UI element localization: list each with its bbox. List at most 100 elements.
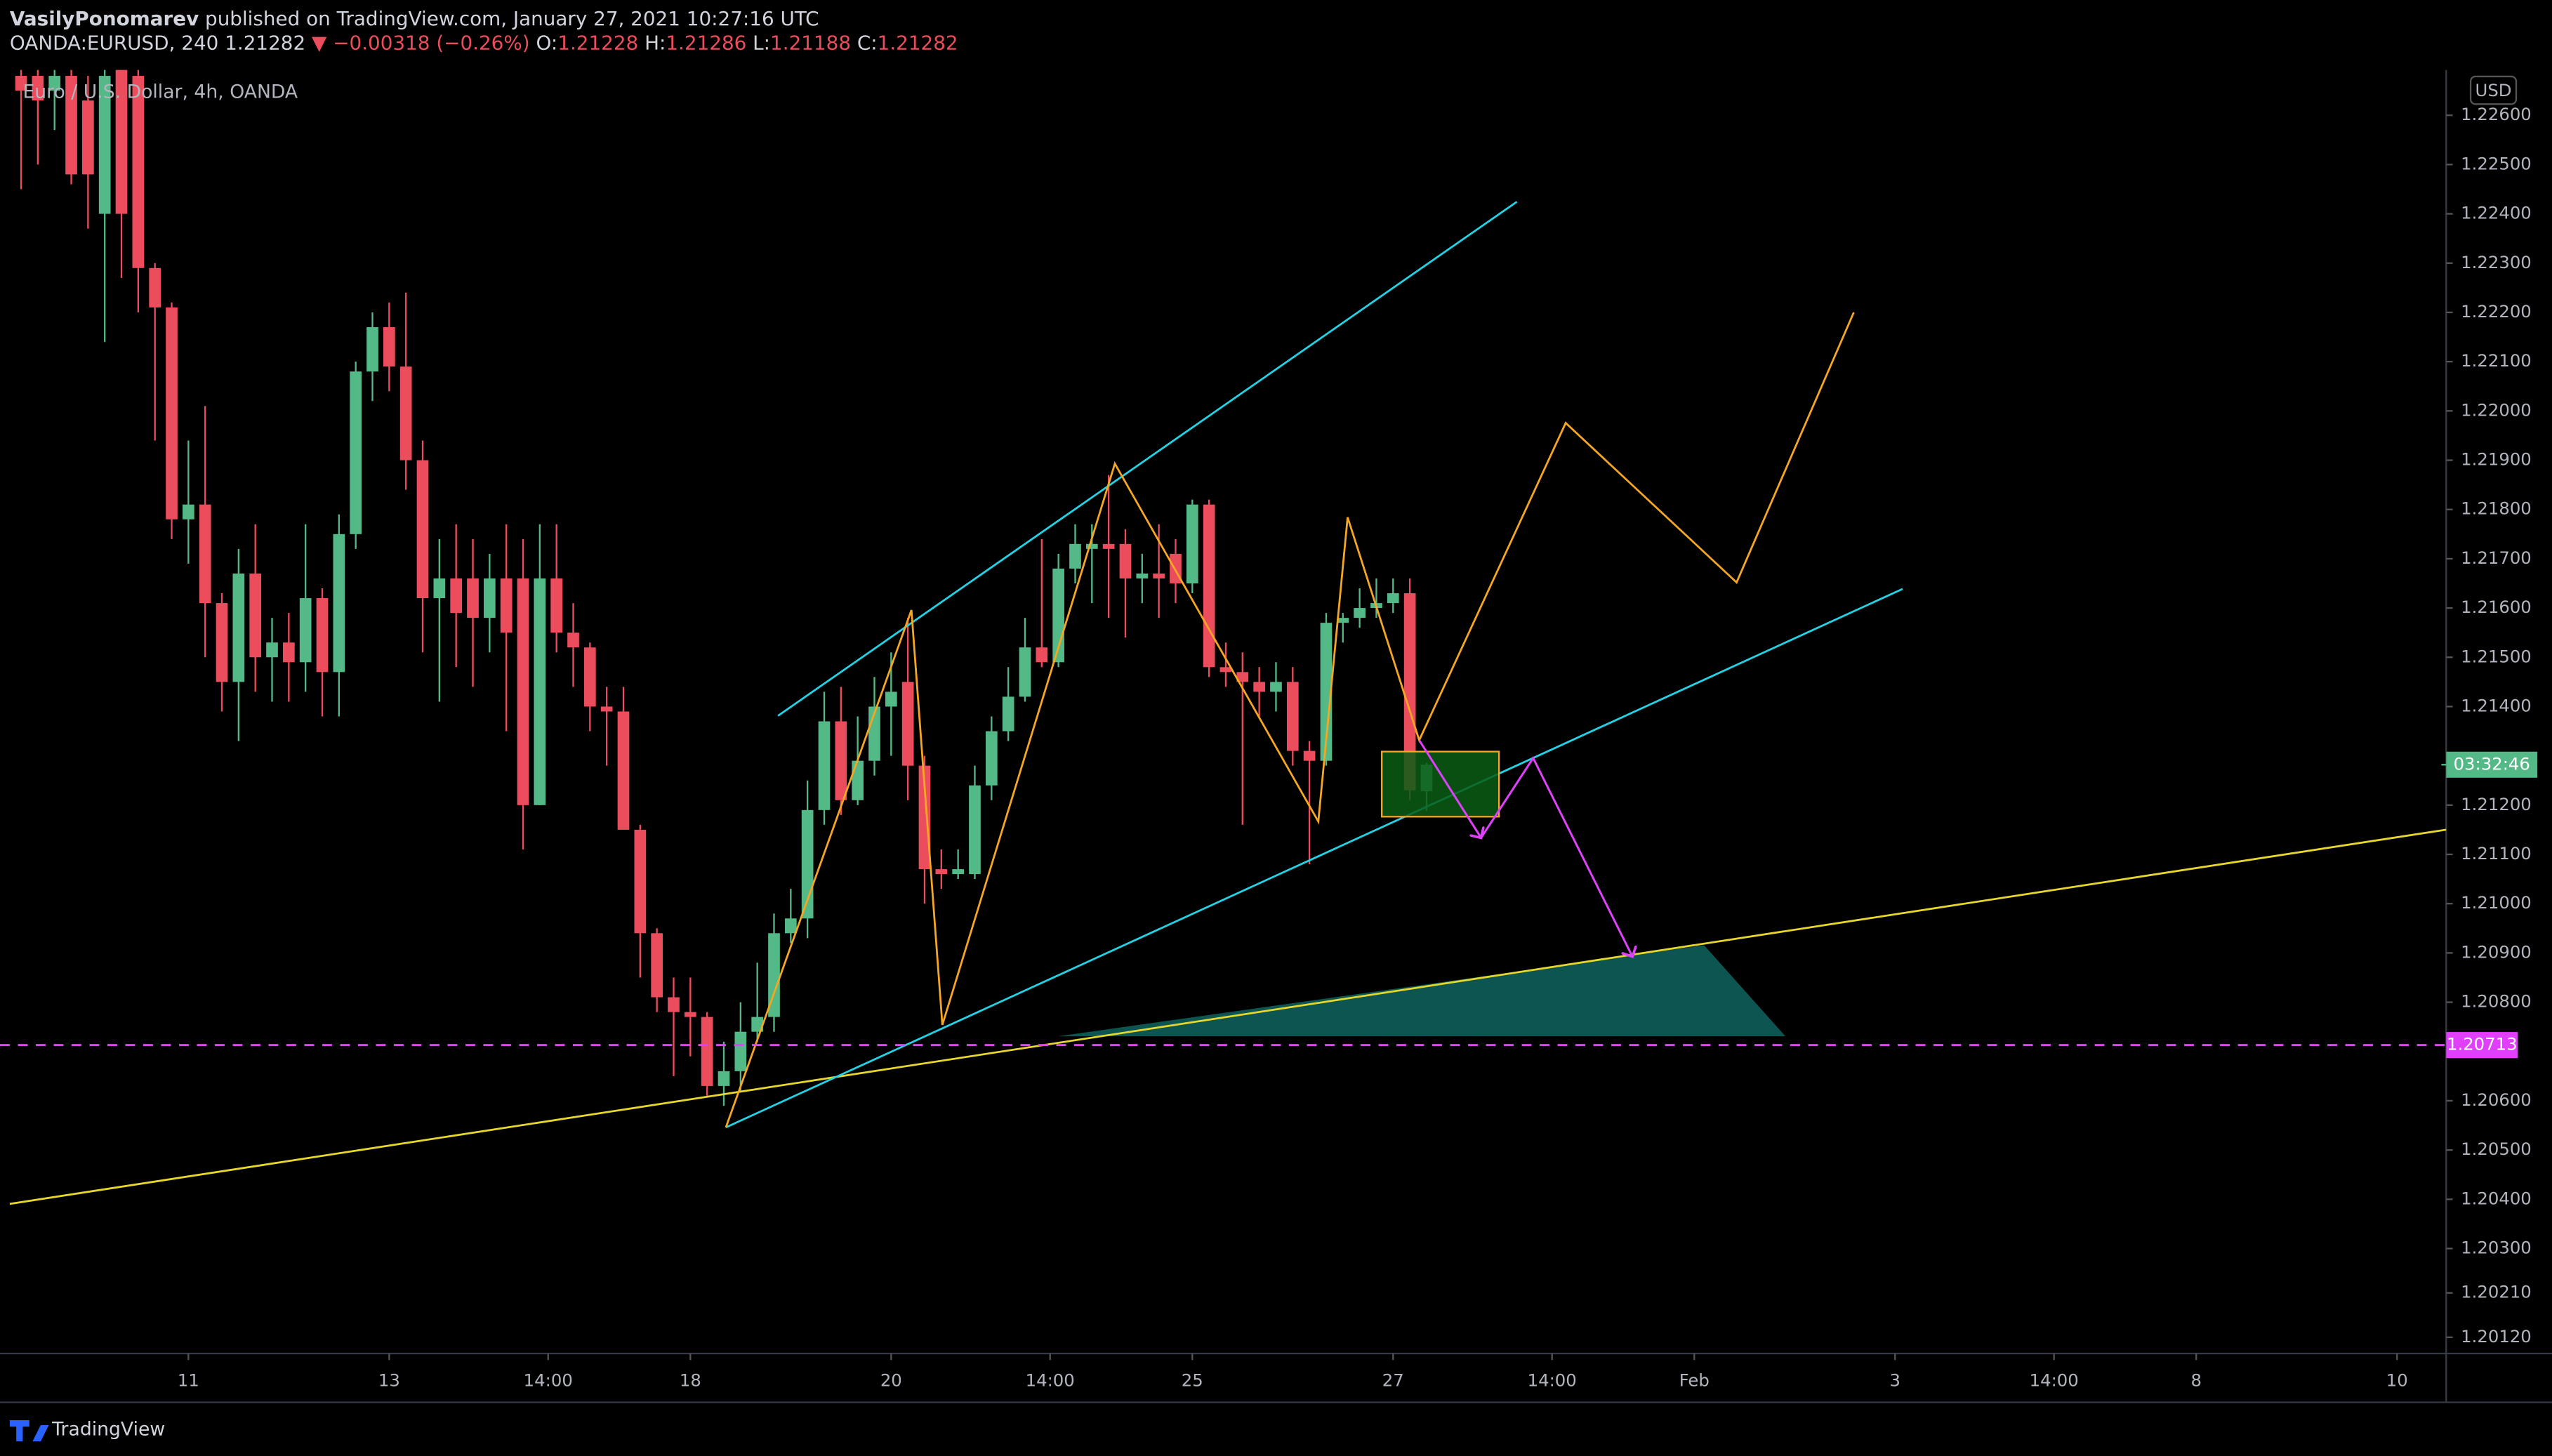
y-tick-label: 1.21700 (2461, 548, 2532, 568)
candle-body (1002, 696, 1014, 732)
candle-body (1102, 543, 1115, 549)
level-label: 1.20713 (2447, 1034, 2518, 1054)
ohlc-label: O: (536, 32, 557, 55)
candle-body (617, 711, 630, 830)
candle-body (1403, 593, 1416, 790)
y-tick-label: 1.20800 (2461, 991, 2532, 1012)
candle-body (751, 1017, 764, 1032)
candle-body (701, 1017, 713, 1086)
entry-box (1381, 750, 1500, 818)
candle-body (718, 1071, 730, 1086)
target-zone (1057, 945, 1786, 1037)
candle-body (651, 933, 663, 998)
candle-body (517, 578, 529, 805)
candle-body (283, 642, 295, 663)
candle-body (500, 578, 513, 633)
candle-body (249, 573, 262, 658)
candle-body (684, 1012, 696, 1017)
candle-body (366, 327, 378, 372)
channel-lower (725, 588, 1903, 1129)
y-tick-label: 1.20300 (2461, 1238, 2532, 1258)
candle-body (1153, 573, 1165, 578)
x-tick-label: 27 (1382, 1370, 1404, 1390)
y-tick-label: 1.21500 (2461, 646, 2532, 666)
ohlc-value: 1.21188 (770, 32, 851, 55)
candle-body (1320, 623, 1333, 761)
candle-body (1270, 682, 1282, 692)
candle-body (534, 578, 546, 805)
brand: TradingView (51, 1418, 165, 1440)
candle-body (416, 460, 429, 599)
y-tick-label: 1.22500 (2461, 153, 2532, 173)
candle-body (985, 731, 998, 786)
trend-line (9, 828, 2447, 1205)
y-tick-label: 1.21800 (2461, 498, 2532, 519)
x-tick-label: 14:00 (1026, 1370, 1075, 1390)
candle-body (266, 642, 278, 658)
x-tick-label: 14:00 (2030, 1370, 2079, 1390)
candle-body (634, 829, 647, 934)
ohlc-label: H: (644, 32, 666, 55)
candle-body (901, 682, 914, 766)
drawings (9, 201, 2447, 1205)
x-tick-label: 10 (2386, 1370, 2408, 1390)
candle-body (1337, 618, 1349, 623)
candle-body (935, 869, 948, 875)
candle-body (1387, 593, 1399, 604)
candle-body (852, 760, 864, 800)
y-tick-label: 1.21600 (2461, 597, 2532, 617)
candle-body (668, 997, 680, 1012)
candle-body (166, 307, 178, 519)
y-tick-label: 1.22400 (2461, 203, 2532, 223)
candle-body (885, 691, 897, 707)
y-tick-label: 1.21900 (2461, 449, 2532, 470)
candle-body (15, 76, 27, 91)
countdown: 03:32:46 (2454, 753, 2530, 774)
candle-body (1286, 682, 1299, 751)
candle-body (1036, 647, 1048, 663)
logo (9, 1420, 49, 1442)
candle-body (149, 267, 161, 307)
author: VasilyPonomarev (10, 7, 199, 30)
candle-body (1203, 504, 1215, 668)
x-tick-label: 14:00 (524, 1370, 573, 1390)
candle-body (115, 70, 128, 214)
candle-body (1253, 682, 1265, 692)
x-tick-label: 3 (1890, 1370, 1900, 1390)
candle-body (183, 504, 194, 519)
candle-body (48, 76, 61, 91)
y-tick-label: 1.21000 (2461, 892, 2532, 913)
y-tick-label: 1.21200 (2461, 794, 2532, 814)
candle-body (467, 578, 479, 618)
change: ▼ −0.00318 (−0.26%) (312, 32, 530, 55)
x-tick-label: 8 (2191, 1370, 2202, 1390)
candle-body (232, 573, 245, 682)
candle-body (316, 598, 329, 673)
candle-body (1236, 672, 1249, 682)
candle-body (216, 603, 228, 682)
ohlc-label: C: (857, 32, 878, 55)
x-tick-label: 13 (378, 1370, 400, 1390)
candle-body (952, 869, 964, 875)
symbol-line: OANDA:EURUSD, 240 1.21282 ▼ −0.00318 (−0… (10, 32, 958, 55)
candle-body (82, 100, 94, 175)
candle-body (98, 76, 111, 214)
candle-body (32, 76, 44, 101)
wave-path (725, 312, 1855, 1128)
ohlc-value: 1.21228 (557, 32, 638, 55)
candle-body (450, 578, 463, 614)
x-tick-label: 18 (680, 1370, 701, 1390)
candle-body (65, 76, 77, 175)
candle-body (1354, 608, 1366, 618)
y-tick-label: 1.20900 (2461, 941, 2532, 962)
candle-body (600, 706, 613, 712)
candle-body (1303, 750, 1316, 761)
x-tick-label: 25 (1182, 1370, 1203, 1390)
y-tick-label: 1.20400 (2461, 1188, 2532, 1208)
y-tick-label: 1.22600 (2461, 104, 2532, 124)
candle-body (1186, 504, 1198, 583)
x-tick-label: 11 (178, 1370, 199, 1390)
candle-body (1069, 543, 1081, 569)
candle-body (1119, 543, 1132, 578)
